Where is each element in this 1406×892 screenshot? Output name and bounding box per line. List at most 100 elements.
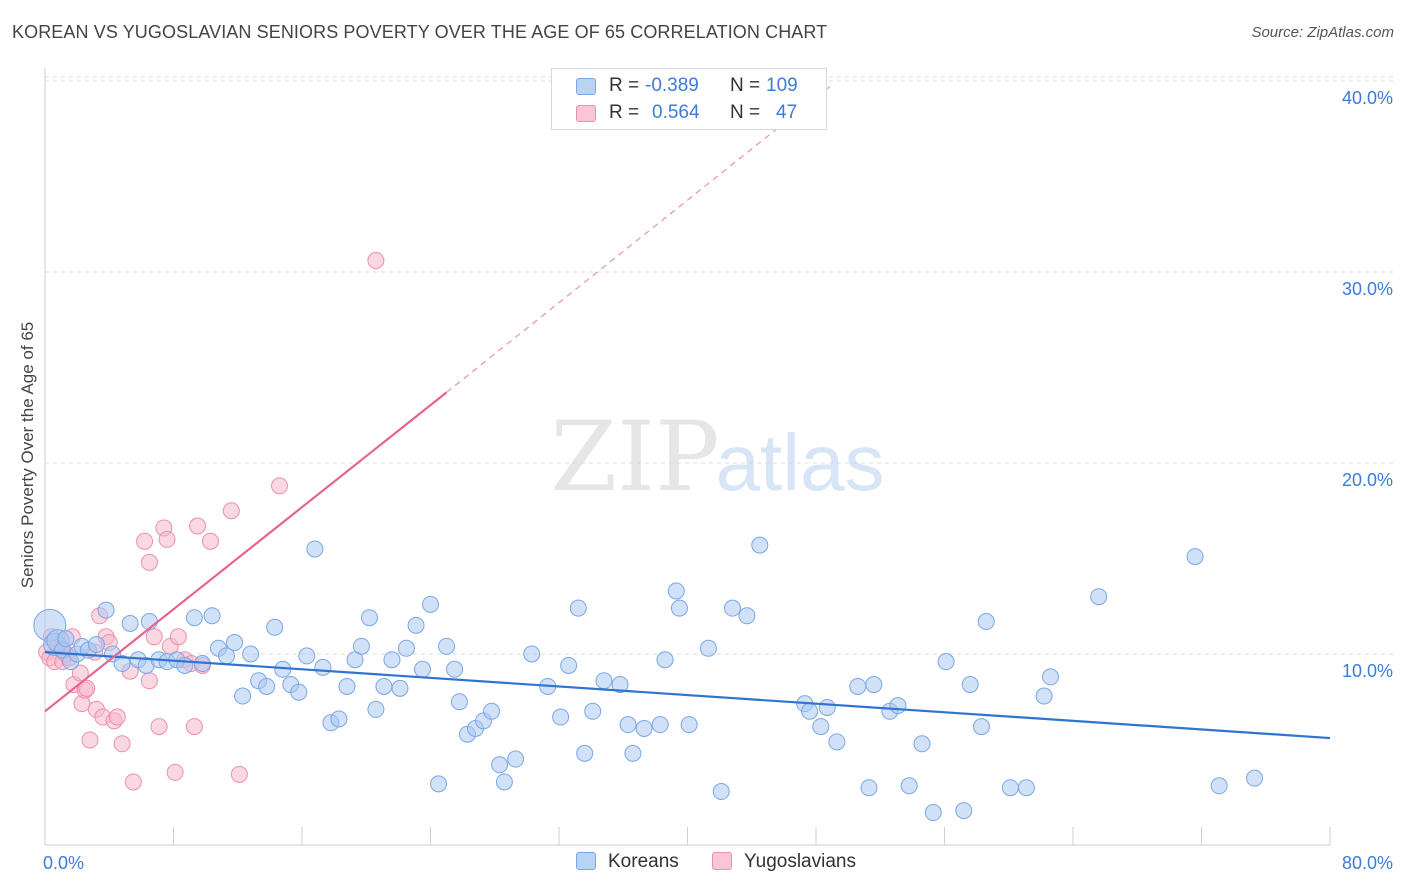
koreans-point <box>438 637 456 655</box>
yugoslavians-point <box>150 718 168 736</box>
koreans-point <box>407 616 425 634</box>
koreans-point <box>226 634 244 652</box>
r-label: R = <box>609 102 640 123</box>
koreans-point <box>670 599 688 617</box>
koreans-point <box>955 802 973 820</box>
x-tick-label: 0.0% <box>43 853 84 873</box>
koreans-point <box>397 639 415 657</box>
r-value: 0.564 <box>652 102 700 123</box>
yugoslavians-point <box>158 530 176 548</box>
koreans-point <box>667 582 685 600</box>
koreans-point <box>611 676 629 694</box>
koreans-point <box>552 708 570 726</box>
koreans-point <box>483 702 501 720</box>
koreans-point <box>413 660 431 678</box>
koreans-point <box>1001 779 1019 797</box>
yugoslavians-point <box>145 628 163 646</box>
koreans-point <box>972 718 990 736</box>
koreans-point <box>491 756 509 774</box>
koreans-point <box>314 658 332 676</box>
koreans-point <box>113 655 131 673</box>
koreans-legend-label: Koreans <box>608 851 679 872</box>
source-label: Source: ZipAtlas.com <box>1251 24 1394 41</box>
koreans-point <box>367 700 385 718</box>
yugoslavians-point <box>169 628 187 646</box>
koreans-point <box>1090 588 1108 606</box>
koreans-point <box>828 733 846 751</box>
koreans-point <box>422 595 439 613</box>
koreans-point <box>1017 779 1035 797</box>
koreans-point <box>430 775 448 793</box>
koreans-point <box>584 702 602 720</box>
koreans-point <box>298 647 316 665</box>
koreans-point <box>801 702 819 720</box>
legend-koreans: Koreans <box>576 851 679 877</box>
koreans-point <box>751 536 769 554</box>
koreans-point <box>1042 668 1060 686</box>
r-label: R = <box>609 75 640 96</box>
koreans-point <box>242 645 260 663</box>
yugoslavians-legend-swatch <box>712 852 732 870</box>
yugoslavians-point <box>81 731 99 749</box>
yugoslavians-point <box>166 763 184 781</box>
koreans-point <box>635 719 653 737</box>
yugoslavians-point <box>140 672 158 690</box>
koreans-point <box>338 677 356 695</box>
koreans-point <box>619 716 637 734</box>
yugoslavians-point <box>271 477 289 495</box>
koreans-point <box>330 710 348 728</box>
koreans-point <box>576 744 594 762</box>
koreans-point <box>913 735 931 753</box>
axes <box>44 68 1331 846</box>
koreans-point <box>900 777 918 795</box>
koreans-point <box>961 676 979 694</box>
n-value: 109 <box>766 75 798 96</box>
koreans-point <box>523 645 541 663</box>
yugoslavians-point <box>78 679 96 697</box>
watermark-atlas: atlas <box>716 418 885 507</box>
yugoslavians-point <box>189 517 207 535</box>
koreans-point <box>865 676 883 694</box>
y-tick-label: 40.0% <box>1342 88 1393 108</box>
yugoslavians-point <box>185 718 203 736</box>
koreans-point <box>712 783 730 801</box>
koreans-point <box>258 677 276 695</box>
n-value: 47 <box>776 102 798 123</box>
yugoslavians-point <box>113 735 131 753</box>
koreans-point <box>495 773 513 791</box>
koreans-point <box>57 630 75 648</box>
koreans-point <box>383 651 401 669</box>
koreans-point <box>203 607 221 625</box>
r-value: -0.389 <box>645 75 699 96</box>
yugoslavians-point <box>136 532 154 550</box>
koreans-point <box>176 656 194 674</box>
koreans-point <box>977 613 995 631</box>
koreans-point <box>849 677 867 695</box>
koreans-point <box>560 656 578 674</box>
koreans-point <box>680 716 698 734</box>
koreans-point <box>87 635 105 653</box>
koreans-point <box>651 716 669 734</box>
koreans-point <box>860 779 878 797</box>
koreans-point <box>121 614 139 632</box>
koreans-point <box>391 679 409 697</box>
koreans-point <box>818 698 836 716</box>
chart-title: KOREAN VS YUGOSLAVIAN SENIORS POVERTY OV… <box>12 22 828 42</box>
y-tick-label: 30.0% <box>1342 279 1393 299</box>
koreans-point <box>889 697 907 715</box>
koreans-point <box>507 750 525 768</box>
koreans-point <box>97 601 115 619</box>
koreans-point <box>1186 548 1204 566</box>
koreans-point <box>1246 769 1264 787</box>
koreans-swatch <box>576 78 596 95</box>
yugoslavians-point <box>124 773 142 791</box>
yugoslavians-point <box>71 664 89 682</box>
yugoslavians-swatch <box>576 105 596 122</box>
x-tick-label: 80.0% <box>1342 853 1393 873</box>
yugoslavians-point <box>230 765 248 783</box>
koreans-legend-swatch <box>576 852 596 870</box>
koreans-point <box>306 540 324 558</box>
yugoslavians-trend-extension <box>446 84 833 393</box>
n-label: N = <box>730 102 761 123</box>
